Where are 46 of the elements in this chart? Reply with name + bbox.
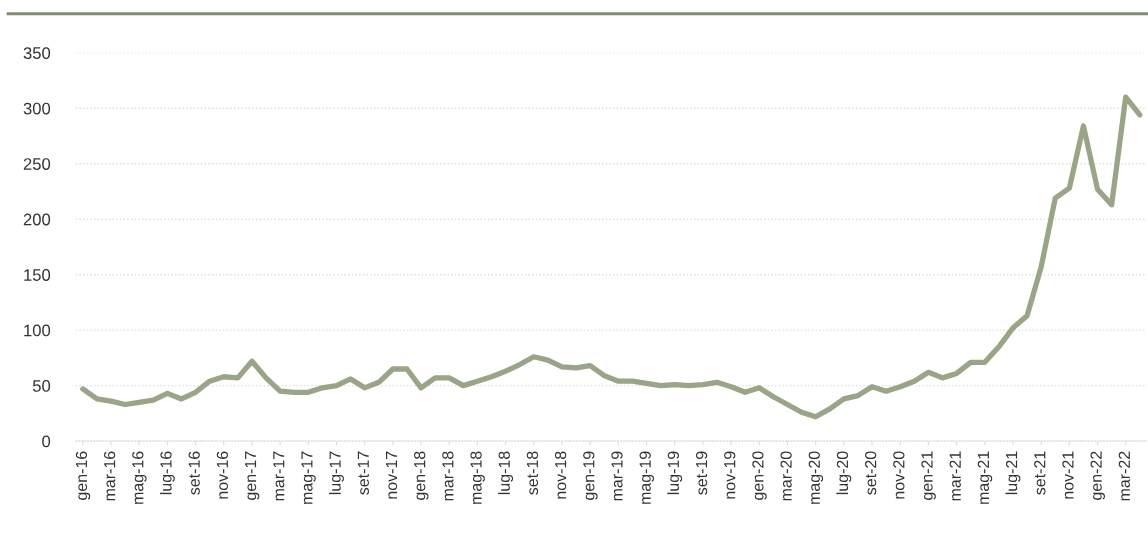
x-tick-label: lug-17	[329, 451, 344, 495]
x-tick-label: mag-16	[132, 451, 147, 504]
x-tick-label: lug-18	[498, 451, 514, 495]
x-tick-label: gen-21	[921, 451, 936, 500]
x-tick-label: nov-16	[216, 451, 229, 499]
x-tick-label: gen-17	[245, 451, 260, 500]
x-tick-label: mar-19	[611, 451, 623, 501]
x-tick-label: lug-20	[836, 451, 852, 495]
x-tick-label: lug-19	[667, 451, 683, 495]
x-tick-label: mar-20	[780, 451, 792, 501]
x-tick-label: mag-17	[301, 451, 316, 504]
y-tick-label: 150	[24, 269, 51, 281]
x-tick-label: mar-16	[103, 451, 116, 501]
y-tick-label: 0	[42, 435, 51, 448]
x-tick-label: mag-19	[639, 451, 654, 504]
x-tick-label: set-20	[865, 451, 877, 495]
x-tick-label: set-21	[1034, 451, 1046, 495]
x-tick-label: gen-20	[752, 451, 767, 500]
y-tick-label: 250	[23, 158, 51, 170]
x-tick-label: mag-18	[470, 451, 485, 504]
x-tick-label: nov-19	[724, 451, 736, 499]
x-tick-label: mag-21	[977, 451, 993, 504]
x-tick-label: mar-22	[1118, 451, 1130, 501]
x-tick-label: nov-17	[386, 451, 398, 499]
y-tick-label: 350	[23, 47, 51, 59]
y-tick-label: 200	[23, 213, 51, 226]
y-tick-label: 50	[32, 380, 51, 392]
x-tick-label: gen-18	[414, 451, 429, 500]
x-tick-label: mar-18	[442, 451, 454, 501]
x-tick-label: set-18	[526, 451, 539, 495]
y-tick-label: 300	[23, 102, 51, 115]
x-tick-label: set-16	[188, 451, 200, 495]
x-tick-label: nov-18	[554, 451, 567, 499]
x-tick-label: nov-20	[893, 451, 905, 499]
x-tick-label: lug-21	[1005, 451, 1021, 495]
x-tick-label: nov-21	[1062, 451, 1074, 499]
x-tick-label: gen-19	[583, 451, 598, 500]
x-tick-label: mar-21	[949, 451, 961, 501]
x-tick-label: set-17	[357, 451, 369, 495]
x-tick-label: mag-20	[808, 451, 824, 504]
y-tick-label: 100	[24, 324, 51, 337]
x-tick-label: mar-17	[273, 451, 285, 501]
x-tick-label: gen-16	[75, 451, 91, 500]
x-tick-label: lug-16	[159, 451, 175, 495]
x-tick-label: set-19	[695, 451, 708, 495]
x-tick-label: gen-22	[1090, 451, 1105, 500]
